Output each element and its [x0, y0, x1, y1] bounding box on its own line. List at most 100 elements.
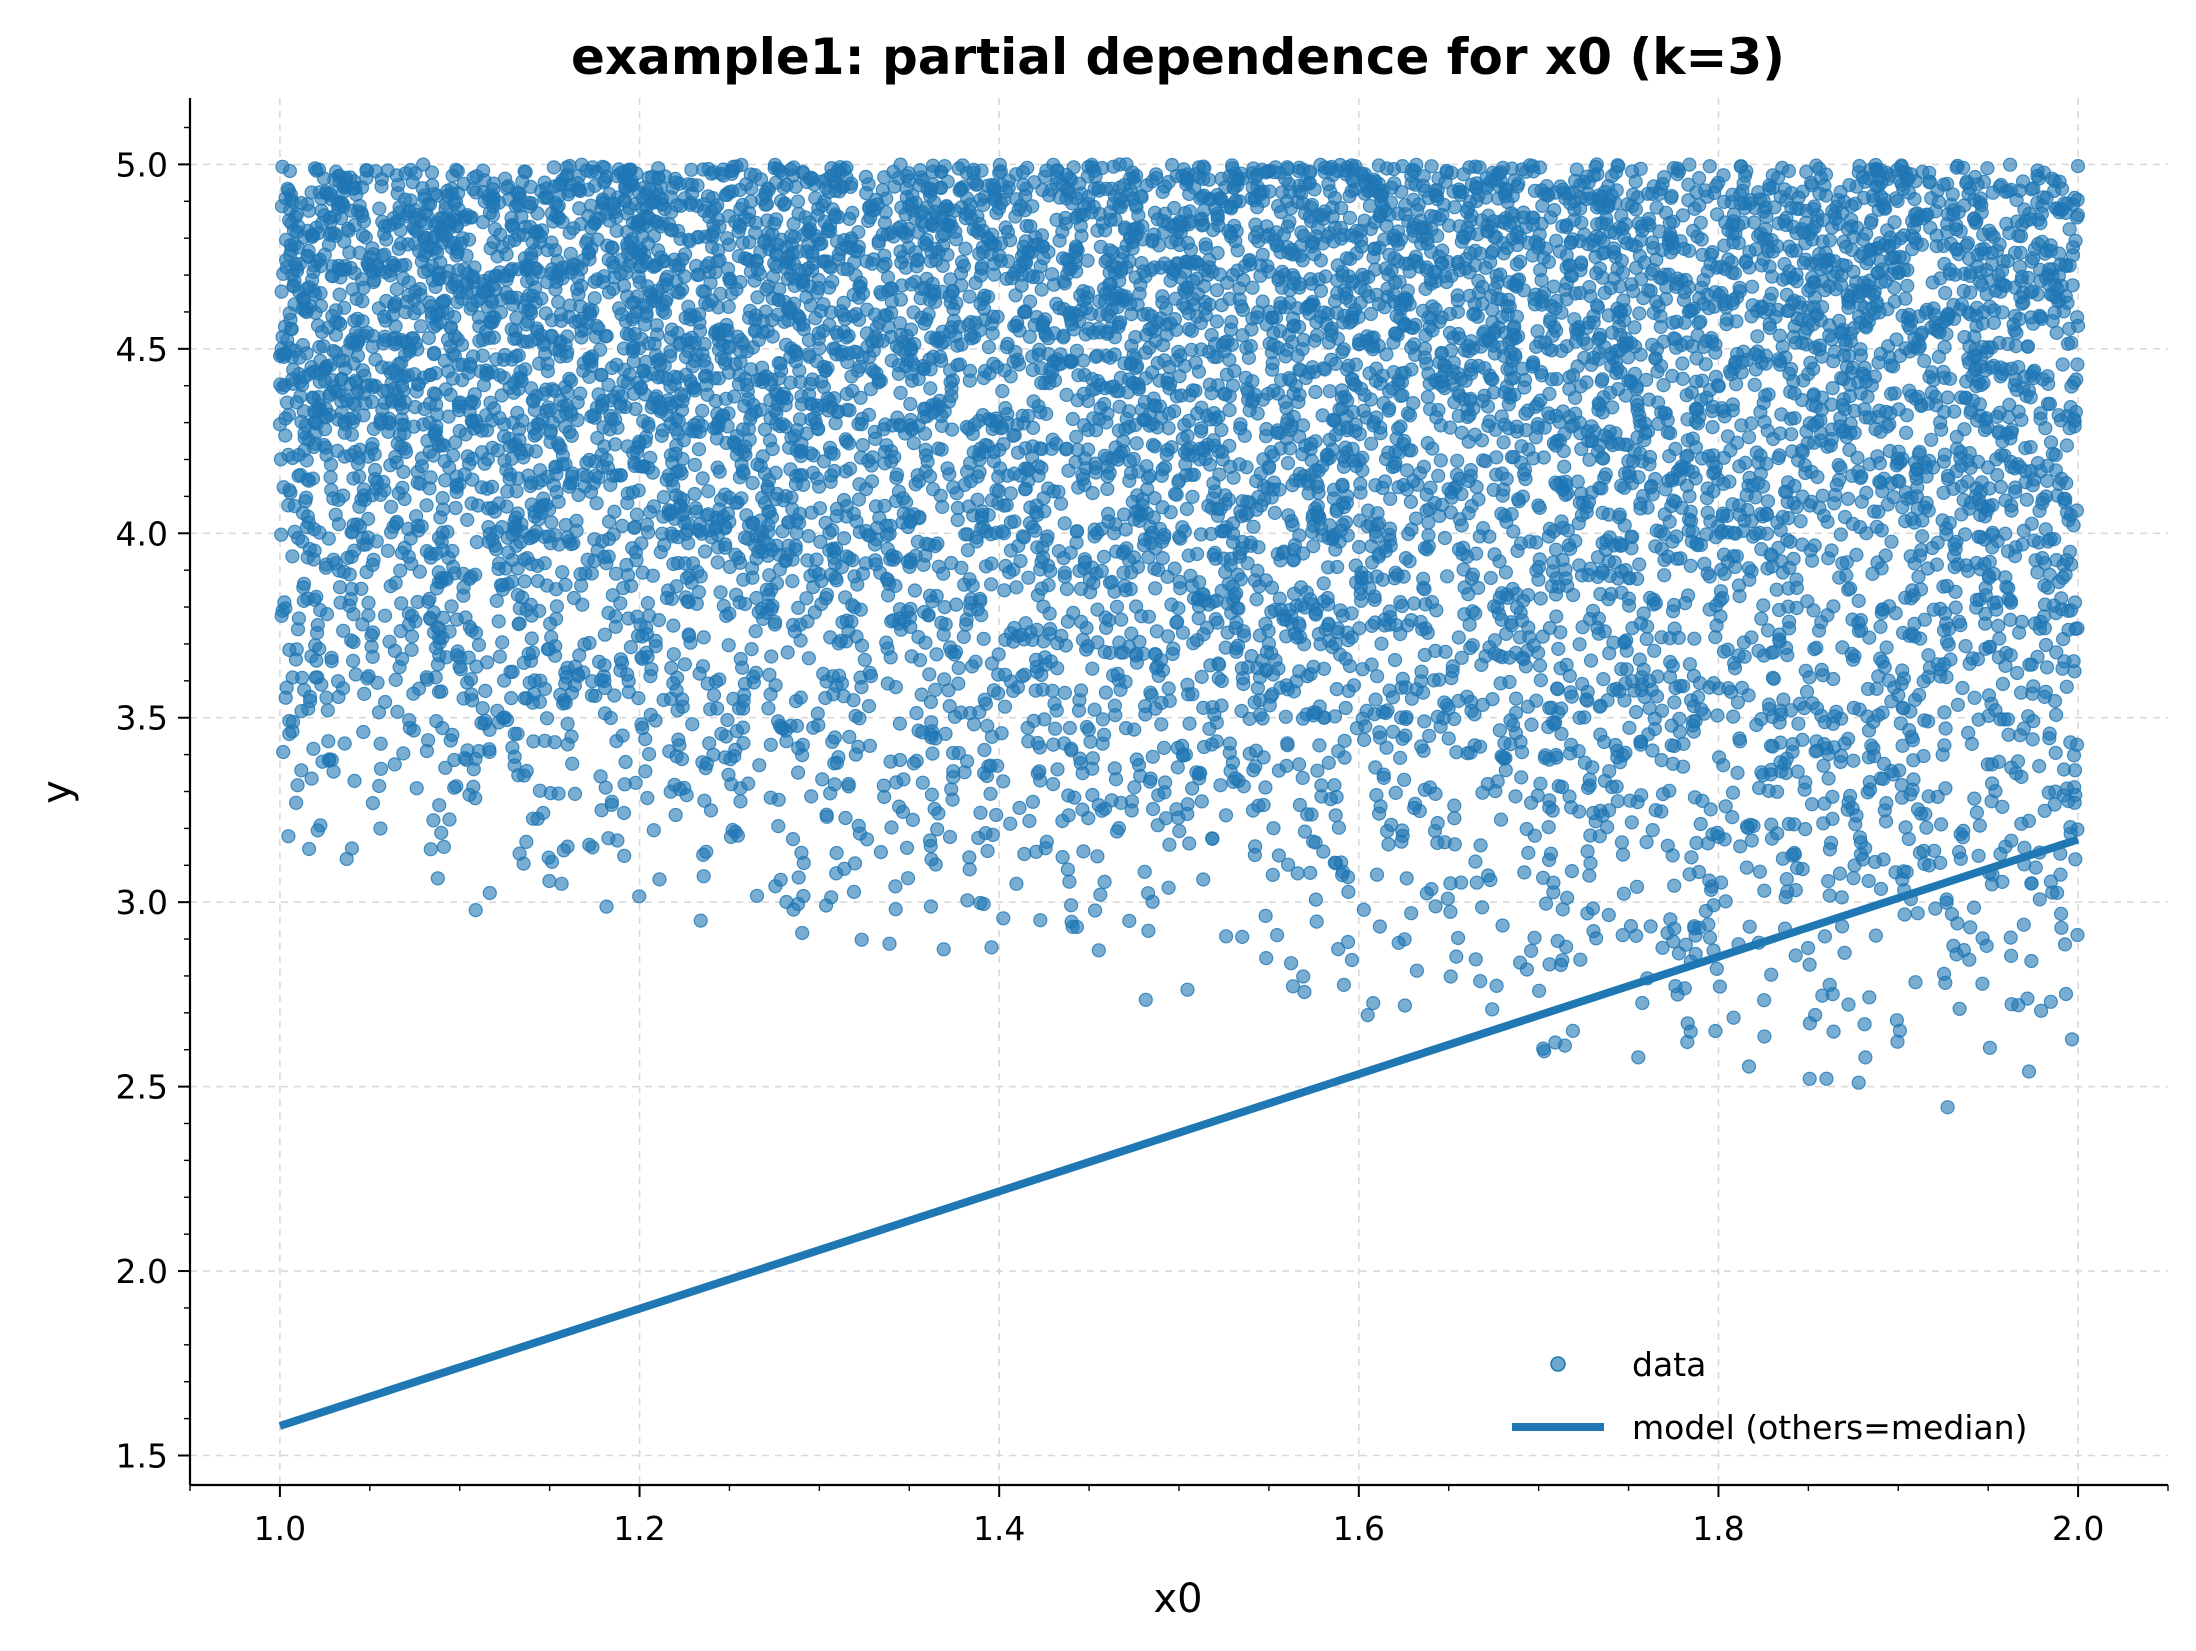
data-point: [1148, 581, 1163, 596]
data-point: [410, 594, 425, 610]
data-point: [1572, 637, 1587, 652]
data-point: [1924, 432, 1939, 447]
data-point: [972, 705, 987, 720]
data-point: [1475, 520, 1491, 536]
data-point: [1816, 816, 1831, 831]
data-point: [944, 388, 959, 404]
data-point: [1381, 837, 1396, 852]
data-point: [1218, 808, 1234, 823]
data-point: [1013, 553, 1028, 569]
data-point: [640, 595, 656, 611]
data-point: [1692, 675, 1708, 691]
data-point: [1393, 594, 1408, 610]
data-point: [1971, 712, 1986, 727]
data-point: [2039, 660, 2055, 675]
data-point: [695, 471, 710, 486]
data-point: [1648, 471, 1663, 487]
data-point: [2009, 665, 2025, 681]
data-point: [641, 746, 657, 762]
data-point: [1950, 916, 1965, 931]
data-point: [1711, 750, 1727, 765]
data-point: [1769, 582, 1784, 597]
data-point: [1869, 681, 1884, 696]
data-point: [1562, 381, 1577, 397]
data-point: [1351, 539, 1367, 555]
data-point: [372, 778, 387, 794]
data-point: [1363, 221, 1378, 237]
data-point: [1873, 619, 1888, 634]
data-point: [1286, 586, 1302, 601]
data-point: [914, 687, 929, 702]
data-point: [842, 729, 857, 745]
data-point: [2057, 937, 2073, 952]
data-point: [593, 769, 608, 784]
data-point: [548, 611, 564, 627]
data-point: [275, 159, 290, 174]
data-point: [430, 871, 445, 886]
data-point: [1551, 641, 1566, 657]
data-point: [1857, 1017, 1872, 1032]
data-point: [956, 629, 971, 645]
data-point: [537, 190, 552, 205]
data-point: [1180, 982, 1195, 997]
data-point: [1486, 482, 1501, 497]
data-point: [518, 165, 533, 180]
data-point: [884, 820, 899, 835]
data-point: [417, 401, 432, 417]
data-point: [615, 728, 630, 743]
data-point: [346, 653, 361, 669]
data-point: [1156, 740, 1172, 756]
data-point: [1193, 424, 1209, 439]
data-point: [1093, 239, 1108, 254]
data-point: [1821, 771, 1836, 786]
data-point: [613, 652, 628, 667]
data-point: [1369, 787, 1384, 803]
data-point: [959, 612, 974, 627]
data-point: [497, 429, 512, 444]
data-point: [989, 807, 1004, 823]
data-point: [485, 440, 500, 455]
data-point: [1489, 450, 1504, 465]
data-point: [960, 543, 976, 558]
data-point: [1975, 976, 1990, 991]
data-point: [337, 736, 352, 751]
data-point: [482, 885, 497, 901]
data-point: [1121, 553, 1137, 568]
data-point: [966, 717, 982, 732]
data-point: [2009, 325, 2024, 341]
data-point: [1179, 501, 1195, 517]
data-point: [544, 629, 559, 645]
data-point: [394, 355, 409, 370]
data-point: [1862, 990, 1877, 1005]
data-point: [2038, 637, 2054, 653]
data-point: [1718, 894, 1733, 909]
data-point: [1103, 350, 1118, 365]
data-point: [1670, 161, 1685, 176]
data-point: [1702, 159, 1717, 174]
data-point: [1290, 866, 1305, 881]
data-point: [1583, 855, 1598, 871]
data-point: [744, 561, 760, 576]
data-point: [829, 845, 844, 861]
data-point: [995, 384, 1010, 399]
data-point: [1366, 250, 1381, 265]
data-point: [1726, 709, 1741, 724]
data-point: [1846, 753, 1861, 768]
data-point: [880, 641, 895, 656]
data-point: [1377, 474, 1393, 489]
data-point: [923, 899, 939, 914]
data-point: [421, 330, 436, 346]
data-point: [1916, 748, 1931, 764]
data-point: [1012, 800, 1027, 816]
data-point: [1530, 645, 1546, 660]
data-point: [393, 563, 408, 578]
data-point: [1328, 808, 1343, 823]
data-point: [1995, 676, 2011, 692]
data-point: [768, 879, 783, 894]
data-point: [1671, 946, 1687, 961]
data-point: [1645, 822, 1660, 838]
data-point: [931, 559, 947, 574]
data-point: [882, 936, 897, 951]
data-point: [530, 811, 545, 826]
data-point: [436, 839, 451, 855]
